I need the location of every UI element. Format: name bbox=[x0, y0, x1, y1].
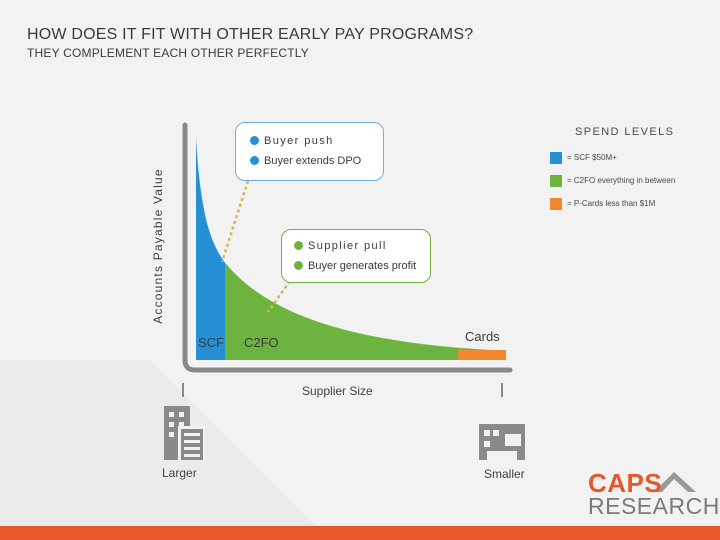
cards-swatch bbox=[550, 198, 562, 210]
logo-mountain-icon bbox=[654, 472, 696, 492]
scf-swatch bbox=[550, 152, 562, 164]
scf-label: SCF bbox=[198, 335, 224, 350]
legend-title: SPEND LEVELS bbox=[575, 126, 675, 138]
office-buildings-icon bbox=[164, 406, 205, 460]
small-shop-icon bbox=[479, 424, 525, 460]
y-axis-label: Accounts Payable Value bbox=[151, 168, 165, 324]
supplier-pull-label: Supplier pull bbox=[308, 240, 387, 252]
cards-label: Cards bbox=[465, 329, 500, 344]
slide-subtitle: THEY COMPLEMENT EACH OTHER PERFECTLY bbox=[27, 46, 309, 60]
c2fo-swatch bbox=[550, 175, 562, 187]
logo-caps: CAPS bbox=[588, 468, 663, 498]
buyer-callout: Buyer push Buyer extends DPO bbox=[235, 122, 384, 181]
slide-title: HOW DOES IT FIT WITH OTHER EARLY PAY PRO… bbox=[27, 26, 474, 43]
buyer-dpo-label: Buyer extends DPO bbox=[264, 155, 362, 167]
c2fo-label: C2FO bbox=[244, 335, 279, 350]
larger-label: Larger bbox=[162, 466, 197, 480]
legend-item-c2fo: = C2FO everything in between bbox=[550, 175, 675, 187]
bullet-dot-icon bbox=[294, 241, 303, 250]
bullet-dot-icon bbox=[250, 136, 259, 145]
bullet-dot-icon bbox=[294, 261, 303, 270]
cards-bar bbox=[458, 350, 506, 360]
scf-area bbox=[196, 130, 225, 360]
logo-research: RESEARCH bbox=[588, 493, 720, 519]
buyer-push-label: Buyer push bbox=[264, 135, 334, 147]
smaller-label: Smaller bbox=[484, 467, 525, 481]
supplier-callout: Supplier pull Buyer generates profit bbox=[281, 229, 431, 283]
x-axis-label: Supplier Size bbox=[302, 384, 373, 398]
legend-item-scf: = SCF $50M+ bbox=[550, 152, 617, 164]
buyer-profit-label: Buyer generates profit bbox=[308, 260, 417, 272]
c2fo-area bbox=[225, 262, 500, 360]
legend-item-cards: = P-Cards less than $1M bbox=[550, 198, 655, 210]
bullet-dot-icon bbox=[250, 156, 259, 165]
